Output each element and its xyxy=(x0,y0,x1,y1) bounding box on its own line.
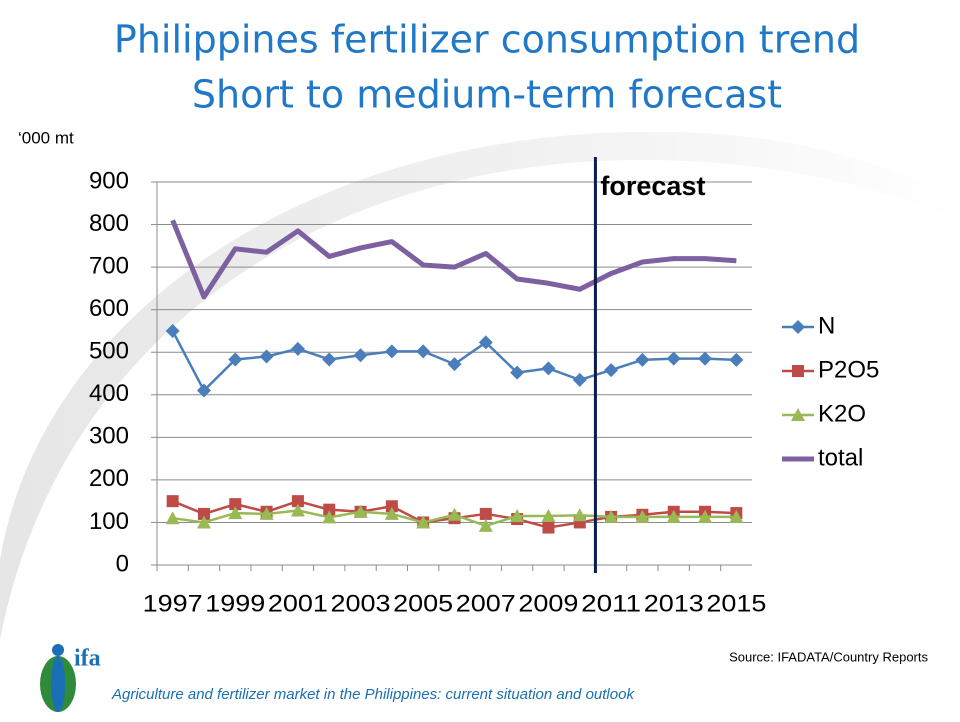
x-tick-label: 2013 xyxy=(644,590,704,617)
x-tick-label: 1999 xyxy=(205,590,265,617)
x-tick-label: 2007 xyxy=(456,590,516,617)
marker xyxy=(416,515,431,529)
x-tick-label: 2001 xyxy=(268,590,328,617)
series xyxy=(165,503,744,532)
x-tick-label: 2003 xyxy=(331,590,391,617)
footer: Agriculture and fertilizer market in the… xyxy=(111,686,635,703)
title-line-1: Philippines fertilizer consumption trend xyxy=(114,18,860,62)
plot: 0 100 200 300 400 500 600 700 800 900 1997 1999 2001… xyxy=(89,157,879,617)
source: Source: IFADATA/Country Reports xyxy=(729,649,928,664)
y-tick-label: 200 xyxy=(89,465,129,492)
legend-label: N xyxy=(818,312,835,339)
marker xyxy=(541,509,556,523)
marker xyxy=(791,408,805,421)
series xyxy=(170,219,737,300)
marker xyxy=(729,352,744,367)
marker xyxy=(384,344,399,359)
marker xyxy=(166,495,179,508)
marker xyxy=(791,320,805,334)
marker xyxy=(385,500,398,513)
legend-label: P2O5 xyxy=(818,356,879,383)
marker xyxy=(259,506,274,520)
marker xyxy=(572,508,587,522)
y-axis-label: ‘000 mt xyxy=(18,128,74,147)
marker xyxy=(416,344,431,359)
y-tick-label: 400 xyxy=(89,380,129,407)
marker xyxy=(322,352,337,367)
marker xyxy=(478,518,493,532)
y-tick-label: 700 xyxy=(89,252,129,279)
marker xyxy=(353,504,368,518)
title-line-2: Short to medium-term forecast xyxy=(192,73,782,117)
marker xyxy=(698,509,713,523)
legend-label: total xyxy=(818,444,863,471)
y-tick-label: 100 xyxy=(89,508,129,535)
marker xyxy=(447,357,462,372)
marker xyxy=(635,352,650,367)
marker xyxy=(165,511,180,525)
marker xyxy=(447,507,462,521)
logo-text: ifa xyxy=(74,646,101,672)
marker xyxy=(165,323,180,338)
marker xyxy=(604,363,619,378)
marker xyxy=(572,372,587,387)
marker xyxy=(228,506,243,520)
marker xyxy=(479,507,492,520)
y-tick-label: 900 xyxy=(89,167,129,194)
marker xyxy=(666,351,681,366)
y-tick-label: 500 xyxy=(89,338,129,365)
marker xyxy=(290,341,305,356)
marker xyxy=(698,351,713,366)
marker xyxy=(290,503,305,517)
series-line xyxy=(170,219,737,300)
marker xyxy=(792,365,804,377)
x-tick-label: 2009 xyxy=(518,590,578,617)
marker xyxy=(666,509,681,523)
marker xyxy=(510,365,525,380)
x-tick-label: 2005 xyxy=(393,590,453,617)
forecast-label: forecast xyxy=(600,171,705,201)
x-tick-label: 2011 xyxy=(581,590,641,617)
marker xyxy=(510,509,525,523)
y-tick-label: 300 xyxy=(89,423,129,450)
marker xyxy=(196,515,211,529)
marker xyxy=(229,498,242,511)
y-tick-label: 800 xyxy=(89,210,129,237)
marker xyxy=(635,509,650,523)
marker xyxy=(541,361,556,376)
marker xyxy=(542,521,555,534)
marker xyxy=(197,507,210,520)
marker xyxy=(729,509,744,523)
y-tick-label: 0 xyxy=(116,550,129,577)
marker xyxy=(228,352,243,367)
marker xyxy=(291,495,304,508)
background-arc xyxy=(0,131,960,640)
marker xyxy=(196,383,211,398)
marker xyxy=(384,506,399,520)
legend-label: K2O xyxy=(818,400,866,427)
marker xyxy=(323,503,336,516)
x-tick-label: 1997 xyxy=(143,590,203,617)
marker xyxy=(259,349,274,364)
marker xyxy=(478,335,493,350)
x-tick-label: 2015 xyxy=(706,590,766,617)
series xyxy=(165,323,744,398)
y-tick-label: 600 xyxy=(89,295,129,322)
logo: ifa xyxy=(40,644,101,712)
marker xyxy=(322,510,337,524)
marker xyxy=(604,509,619,523)
marker xyxy=(353,348,368,363)
